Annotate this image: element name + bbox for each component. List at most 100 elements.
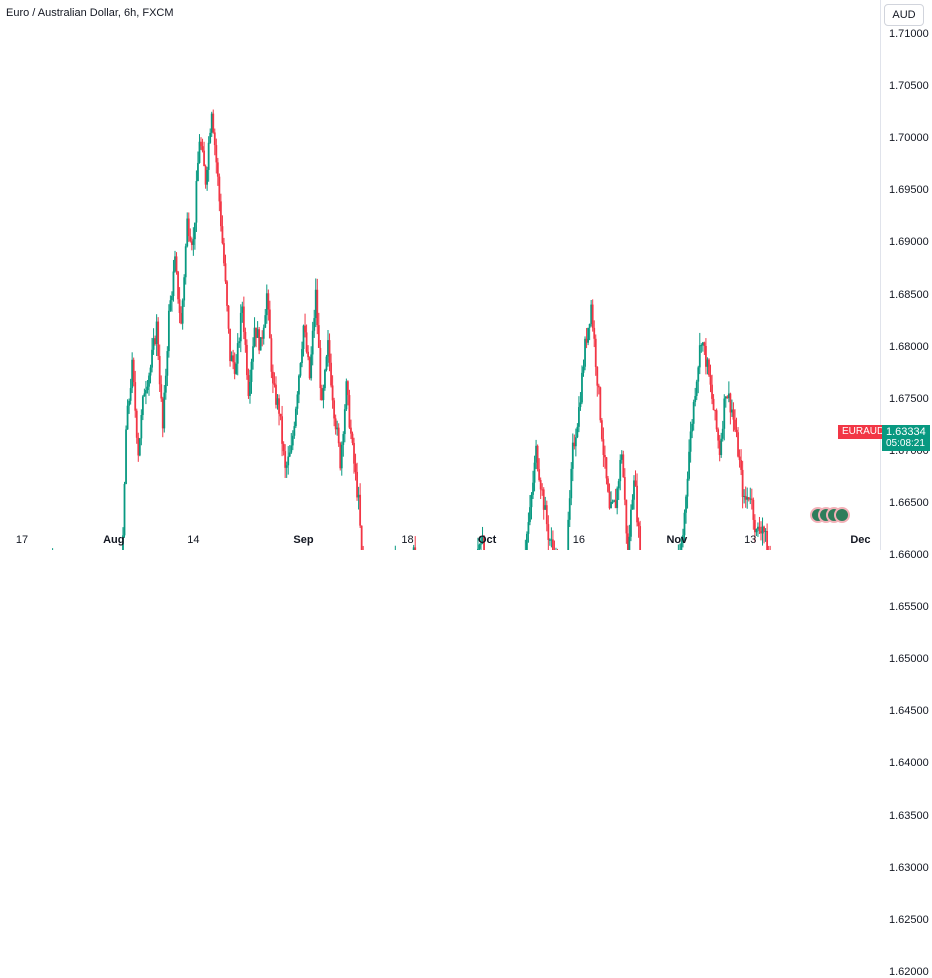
candle-body	[307, 351, 310, 358]
candle-body	[229, 328, 231, 362]
candle-body	[282, 443, 285, 452]
candle-body	[345, 381, 348, 410]
time-tick-label: Dec	[850, 534, 871, 546]
price-badge: 1.63334 05:08:21	[882, 425, 930, 451]
candle-body	[351, 433, 354, 443]
candle-body	[631, 499, 634, 510]
candle-body	[593, 327, 596, 339]
candle-body	[574, 437, 577, 447]
candle-body	[320, 388, 323, 401]
candle-body	[255, 327, 257, 338]
candle-body	[750, 498, 753, 500]
candle-body	[740, 460, 742, 470]
candle-body	[348, 395, 351, 428]
candle-body	[305, 332, 308, 352]
candle-body	[317, 325, 320, 348]
candle-body	[272, 371, 274, 384]
candle-body	[296, 394, 299, 409]
candle-body	[712, 398, 715, 411]
candle-body	[697, 367, 700, 382]
candle-body	[726, 396, 729, 399]
candle-body	[197, 162, 199, 182]
candle-body	[541, 489, 544, 491]
candle-body	[195, 181, 198, 223]
candle-body	[298, 375, 300, 395]
candle-body	[158, 356, 161, 385]
candle-body	[236, 343, 239, 364]
candle-body	[337, 427, 340, 444]
candle-body	[186, 218, 189, 247]
candle-body	[766, 531, 769, 550]
indicator-icon[interactable]	[834, 507, 850, 523]
candle-body	[175, 256, 178, 272]
candle-body	[336, 427, 339, 430]
candle-body	[763, 526, 765, 532]
candle-body	[637, 522, 640, 527]
candle-body	[149, 367, 152, 376]
candle-body	[724, 396, 727, 399]
candle-body	[210, 113, 213, 133]
candle-body	[353, 442, 355, 464]
price-chart[interactable]	[0, 0, 880, 550]
candle-body	[737, 432, 739, 457]
candle-body	[129, 388, 132, 401]
candle-body	[761, 526, 764, 534]
candle-body	[187, 218, 190, 237]
candle-body	[238, 341, 241, 344]
chart-title: Euro / Australian Dollar, 6h, FXCM	[6, 7, 174, 19]
candle-body	[334, 418, 337, 430]
candle-body	[683, 512, 686, 536]
candle-body	[530, 494, 533, 508]
candle-body	[325, 356, 328, 371]
time-tick-label: Sep	[293, 534, 314, 546]
candle-body	[200, 141, 202, 147]
price-tick-label: 1.63500	[889, 809, 929, 822]
candle-body	[743, 495, 746, 497]
candle-body	[333, 400, 336, 419]
candle-body	[596, 366, 599, 386]
candle-body	[700, 345, 703, 347]
candle-body	[600, 420, 603, 440]
candle-body	[694, 395, 697, 403]
candle-body	[587, 327, 589, 343]
candle-body	[184, 246, 187, 278]
candle-body	[152, 338, 155, 350]
candle-body	[304, 325, 306, 333]
candle-body	[284, 451, 287, 468]
time-tick-label: Oct	[477, 534, 497, 546]
candle-body	[164, 375, 167, 393]
price-tick-label: 1.62000	[889, 965, 929, 978]
candle-body	[301, 348, 303, 364]
candle-body	[250, 361, 253, 382]
price-axis[interactable]: 1.71000 1.70500 1.70000 1.69500 1.69000 1.685…	[880, 0, 932, 978]
candle-body	[193, 222, 196, 240]
candle-body	[172, 271, 175, 297]
candle-body	[729, 393, 732, 413]
candle-body	[131, 359, 134, 389]
candle-body	[760, 530, 762, 534]
candle-body	[151, 349, 153, 368]
candle-body	[279, 413, 282, 417]
price-tick-label: 1.66000	[889, 549, 929, 561]
candle-body	[346, 381, 349, 396]
candle-body	[682, 535, 684, 543]
candle-body	[226, 281, 228, 306]
candle-body	[239, 312, 242, 342]
price-tick-label: 1.69500	[889, 184, 929, 197]
time-tick-label: Nov	[666, 534, 688, 546]
candle-body	[232, 355, 235, 363]
candle-body	[715, 410, 718, 430]
candle-body	[180, 313, 183, 324]
candle-body	[192, 239, 195, 245]
candle-body	[533, 462, 536, 483]
currency-button[interactable]: AUD	[884, 4, 924, 26]
candle-body	[605, 457, 608, 479]
candle-body	[567, 519, 570, 550]
candle-body	[291, 435, 294, 446]
candle-body	[633, 480, 635, 500]
candle-body	[230, 355, 233, 362]
candle-body	[204, 166, 207, 185]
candle-body	[189, 236, 192, 242]
candle-body	[235, 363, 238, 374]
candle-body	[536, 445, 539, 470]
